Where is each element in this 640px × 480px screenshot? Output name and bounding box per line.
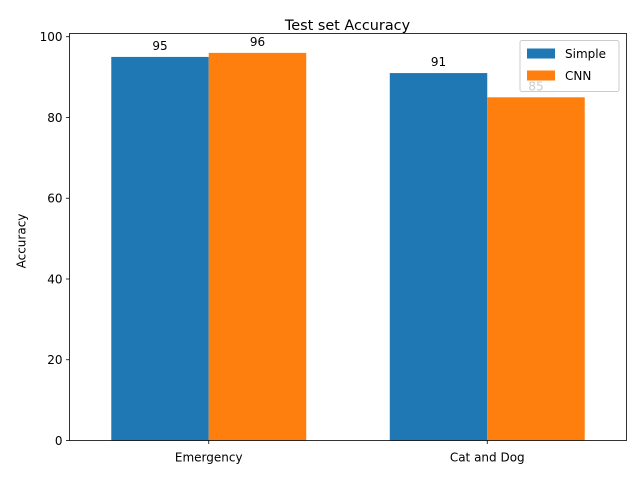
bar-value-label: 96: [250, 35, 265, 49]
bar-value-label: 91: [431, 55, 446, 69]
x-tick-label: Emergency: [175, 451, 243, 465]
x-ticks-group: Emergency Cat and Dog: [175, 440, 525, 465]
y-tick-label: 100: [40, 30, 63, 44]
bars-group: [111, 52, 585, 441]
legend-swatch-cnn: [527, 70, 555, 81]
legend-label-simple: Simple: [565, 47, 606, 61]
bar-simple-0: [111, 56, 209, 441]
y-tick-label: 20: [47, 353, 62, 367]
y-axis-label: Accuracy: [15, 214, 29, 269]
bar-value-label: 95: [152, 39, 167, 53]
y-tick-label: 40: [47, 272, 62, 286]
legend: Simple CNN: [519, 40, 620, 92]
bar-simple-1: [389, 73, 488, 441]
y-tick-label: 80: [47, 111, 62, 125]
legend-label-cnn: CNN: [565, 69, 591, 83]
y-ticks-group: 0 20 40 60 80 100: [40, 30, 70, 448]
plot-frame: [69, 33, 627, 441]
y-tick-label: 60: [47, 192, 62, 206]
bar-cnn-1: [487, 97, 585, 441]
bar-cnn-0: [208, 52, 307, 441]
x-tick-label: Cat and Dog: [450, 451, 525, 465]
chart-title: Test set Accuracy: [284, 18, 411, 34]
y-tick-label: 0: [55, 434, 63, 448]
legend-swatch-simple: [527, 48, 555, 59]
